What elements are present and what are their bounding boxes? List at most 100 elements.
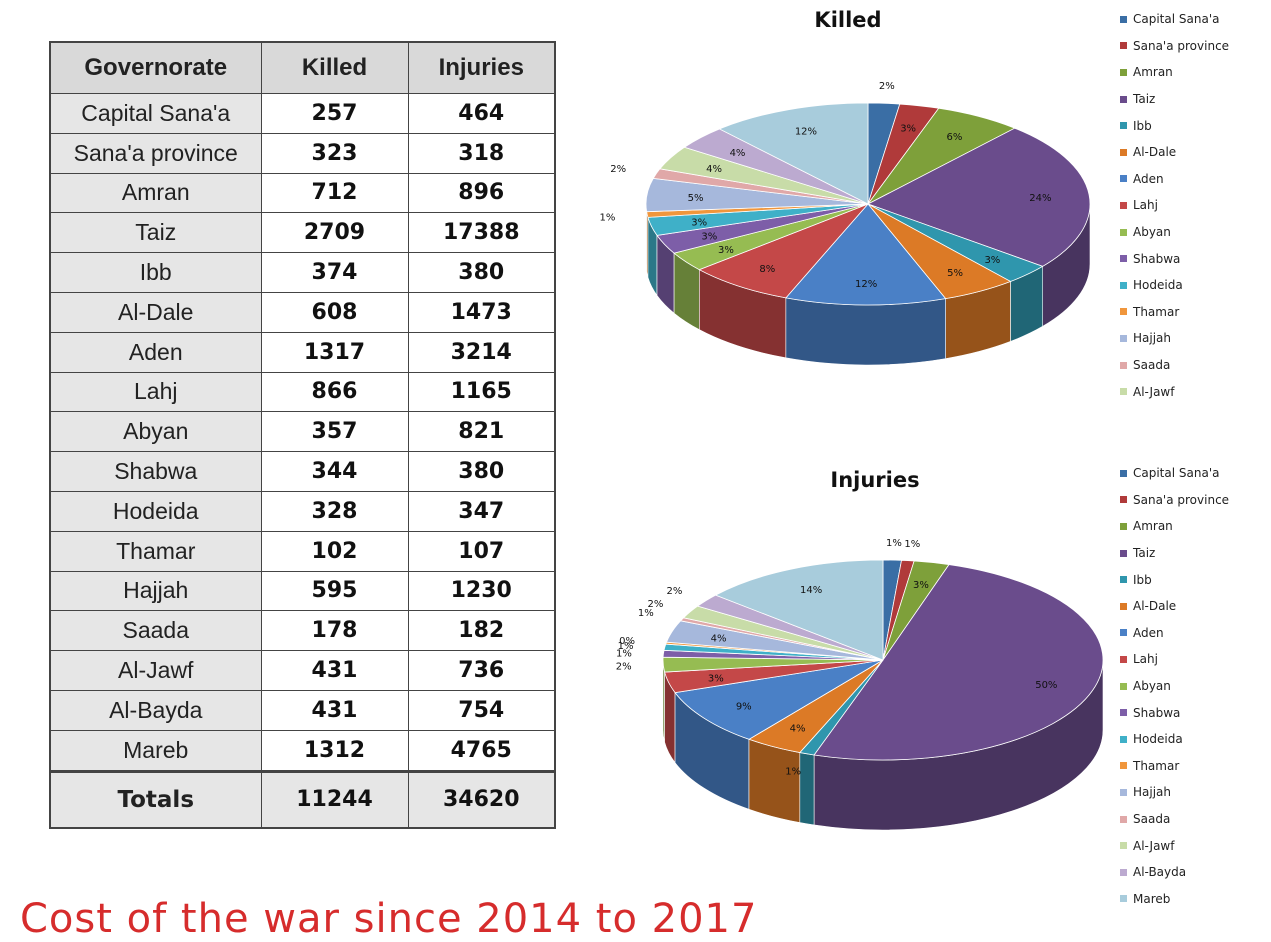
cell-killed: 323 xyxy=(260,132,409,174)
pie-slice-side xyxy=(799,752,815,826)
pie-data-label: 4% xyxy=(711,634,727,645)
cell-killed: 1312 xyxy=(260,729,409,772)
legend-entry: Amran xyxy=(1120,59,1229,86)
injuries-pie-chart: Injuries 1% 1% 3% 50% 1% 4% 9% 3% 2% 1% 1% 0% 4% 1% 2%… xyxy=(0,460,1271,920)
cell-injuries: 107 xyxy=(407,530,556,572)
pie-data-label: 1% xyxy=(600,212,616,223)
cell-killed: 178 xyxy=(260,610,409,652)
totals-row: Totals 11244 34620 xyxy=(49,769,556,829)
legend-label: Amran xyxy=(1133,519,1173,534)
totals-label: Totals xyxy=(49,769,262,829)
legend-entry: Hajjah xyxy=(1120,779,1229,806)
legend-label: Ibb xyxy=(1133,572,1152,587)
cell-injuries: 1165 xyxy=(407,371,556,413)
legend-entry: Ibb xyxy=(1120,566,1229,593)
legend-swatch xyxy=(1120,201,1127,209)
legend-entry: Lahj xyxy=(1120,192,1229,219)
legend: Capital Sana'a Sana'a province Amran Taiz Ib… xyxy=(1120,6,1229,405)
pie-slice xyxy=(718,102,869,205)
legend-swatch xyxy=(1120,334,1127,342)
table-row: Hodeida 328 347 xyxy=(49,490,556,532)
pie-data-label: 3% xyxy=(701,232,717,243)
cell-injuries: 736 xyxy=(407,650,556,691)
pie-data-label: 3% xyxy=(984,255,1000,266)
legend-label: Mareb xyxy=(1133,891,1171,906)
pie-data-label: 2% xyxy=(666,586,682,597)
cell-injuries: 318 xyxy=(407,132,556,174)
cell-governorate: Thamar xyxy=(49,530,262,572)
pie-data-label: 1% xyxy=(638,608,654,619)
pie-data-label: 6% xyxy=(947,132,963,143)
legend-label: Shabwa xyxy=(1133,251,1181,266)
legend-swatch xyxy=(1120,388,1127,396)
legend-entry: Al-Dale xyxy=(1120,139,1229,166)
cell-injuries: 4765 xyxy=(407,729,556,772)
pie-data-label: 4% xyxy=(706,164,722,175)
pie-slice xyxy=(674,659,884,740)
pie-data-label: 5% xyxy=(688,193,704,204)
legend-label: Thamar xyxy=(1133,304,1180,319)
legend-swatch xyxy=(1120,762,1127,770)
injuries-pie-svg: 1% 1%3%50%1%4%9%3%2%1%1%0% 4%1%2%2% 14% xyxy=(616,538,1104,831)
pie-data-label: 24% xyxy=(1029,193,1051,204)
legend-swatch xyxy=(1120,175,1127,183)
legend-swatch xyxy=(1120,868,1127,876)
legend-entry: Abyan xyxy=(1120,219,1229,246)
cell-killed: 595 xyxy=(260,570,409,612)
legend-swatch xyxy=(1120,549,1127,557)
legend-label: Al-Dale xyxy=(1133,145,1177,160)
totals-injuries: 34620 xyxy=(407,769,556,829)
legend-entry: Shabwa xyxy=(1120,245,1229,272)
legend-entry: Aden xyxy=(1120,620,1229,647)
legend-entry: Hodeida xyxy=(1120,726,1229,753)
pie-slice-side xyxy=(748,738,801,823)
pie-data-label: 0% xyxy=(619,636,635,647)
pie-slice xyxy=(785,203,947,306)
totals-killed: 11244 xyxy=(260,769,409,829)
cell-killed: 374 xyxy=(260,252,409,293)
pie-slice xyxy=(714,559,884,661)
table-row: Shabwa 344 380 xyxy=(49,451,556,492)
legend-swatch xyxy=(1120,496,1127,504)
legend-label: Al-Bayda xyxy=(1133,865,1187,880)
legend-entry: Taiz xyxy=(1120,540,1229,567)
legend-entry: Ibb xyxy=(1120,112,1229,139)
legend-swatch xyxy=(1120,709,1127,717)
legend-swatch xyxy=(1120,842,1127,850)
legend-entry: Mareb xyxy=(1120,886,1229,913)
pie-data-label: 1% xyxy=(616,649,632,660)
pie-data-label: 3% xyxy=(900,123,916,134)
table-row: Capital Sana'a 257 464 xyxy=(49,93,556,134)
cell-injuries: 1230 xyxy=(407,570,556,612)
pie-data-label: 1% xyxy=(904,539,920,550)
cell-killed: 866 xyxy=(260,371,409,413)
cell-governorate: Aden xyxy=(49,331,262,373)
legend-swatch xyxy=(1120,255,1127,263)
legend-swatch xyxy=(1120,682,1127,690)
pie-data-label: 2% xyxy=(610,164,626,175)
cell-governorate: Hajjah xyxy=(49,570,262,612)
legend: Capital Sana'a Sana'a province Amran Taiz Ib… xyxy=(1120,460,1229,912)
legend-entry: Hodeida xyxy=(1120,272,1229,299)
table-row: Aden 1317 3214 xyxy=(49,331,556,373)
cell-killed: 431 xyxy=(260,650,409,691)
cell-injuries: 3214 xyxy=(407,331,556,373)
legend-label: Lahj xyxy=(1133,652,1158,667)
legend-swatch xyxy=(1120,42,1127,50)
pie-slice xyxy=(866,127,1091,267)
legend-swatch xyxy=(1120,68,1127,76)
pie-data-label: 1% xyxy=(886,538,902,549)
legend-swatch xyxy=(1120,308,1127,316)
pie-data-label: 5% xyxy=(947,268,963,279)
table-row: Thamar 102 107 xyxy=(49,530,556,572)
pie-data-label: 2% xyxy=(879,81,895,92)
cell-governorate: Al-Jawf xyxy=(49,650,262,691)
legend-label: Thamar xyxy=(1133,758,1180,773)
table-row: Taiz 2709 17388 xyxy=(49,212,556,254)
legend-label: Capital Sana'a xyxy=(1133,12,1220,27)
legend-label: Abyan xyxy=(1133,225,1171,240)
legend-entry: Amran xyxy=(1120,513,1229,540)
legend-entry: Aden xyxy=(1120,166,1229,193)
legend-label: Abyan xyxy=(1133,679,1171,694)
pie-slice xyxy=(698,203,869,299)
